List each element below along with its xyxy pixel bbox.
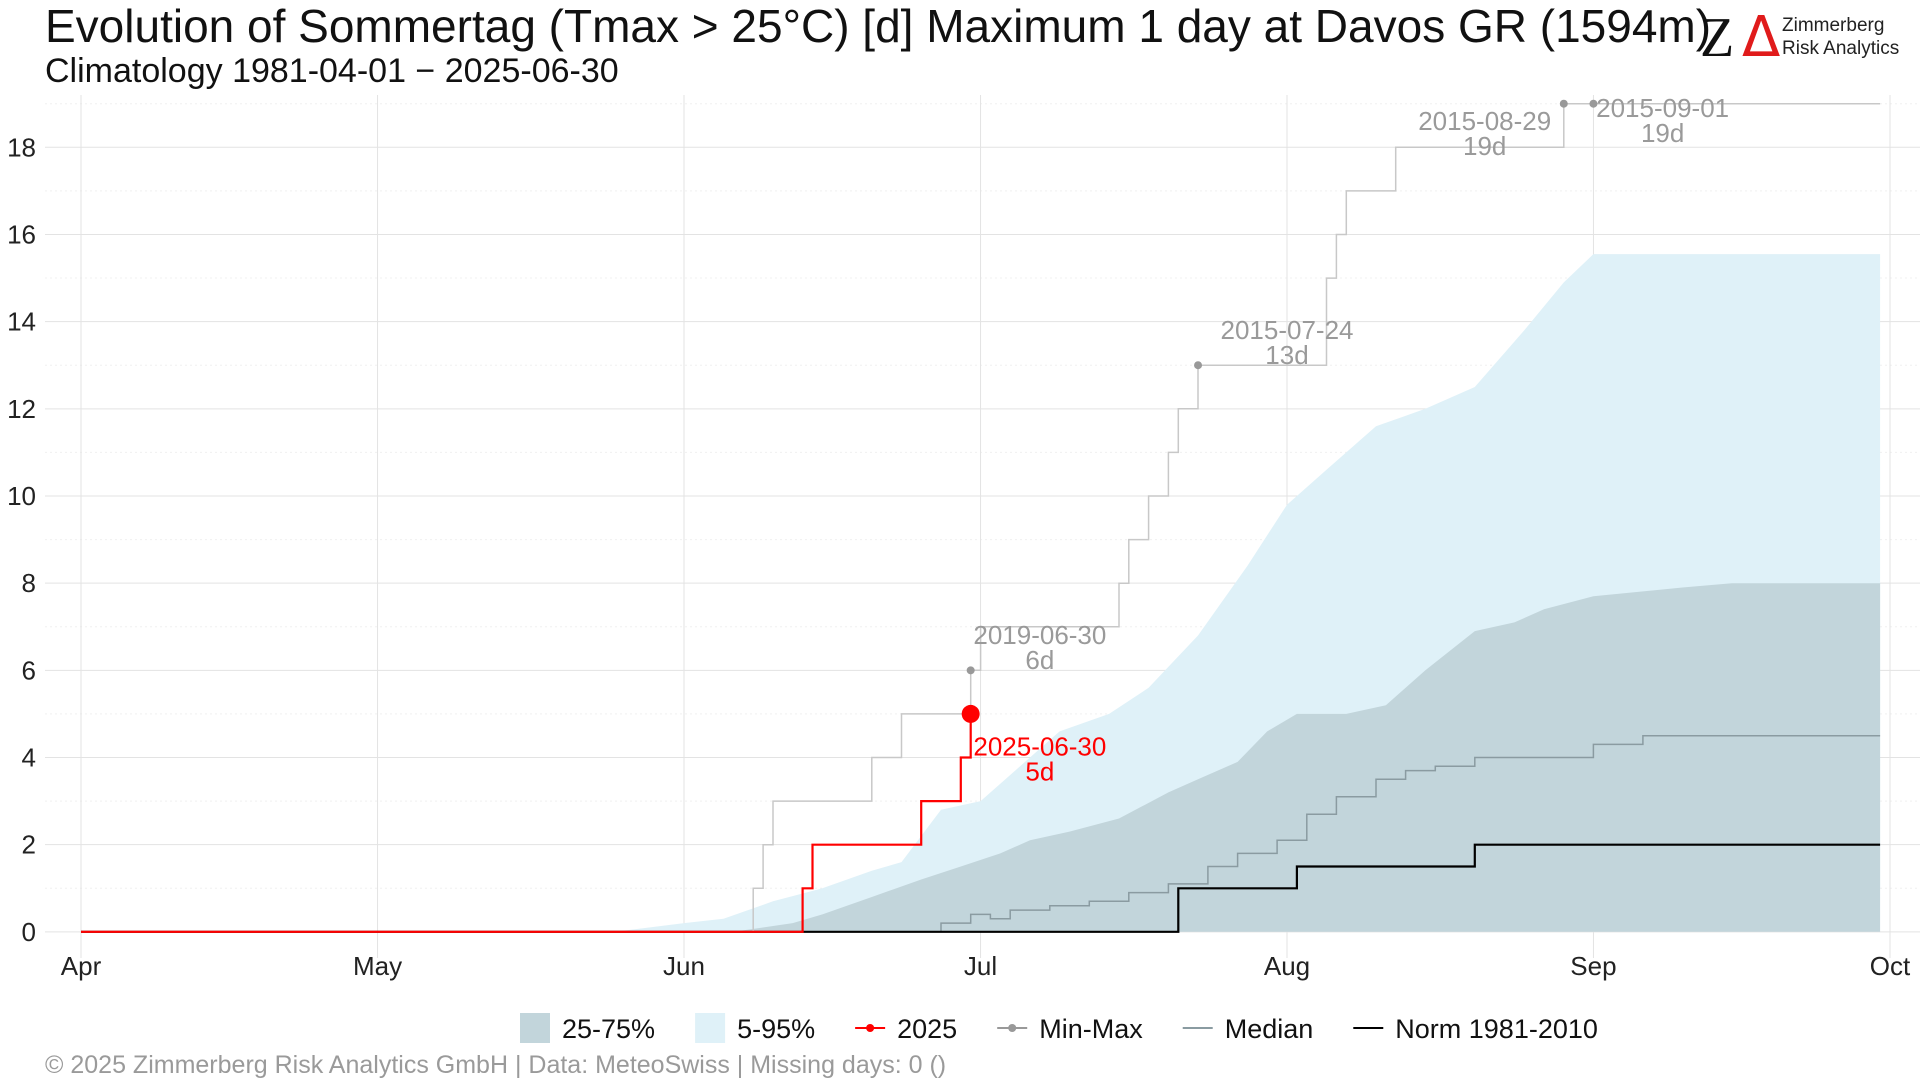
x-tick-label: Apr [61,951,102,981]
minmax-point [1194,361,1203,370]
y-tick-label: 10 [7,481,36,511]
band_25_75-band [81,583,1881,932]
annotation-date: 2015-08-29 [1418,106,1551,136]
y-tick-label: 16 [7,219,36,249]
legend-item-band_5_95: 5-95% [695,1013,815,1044]
y-tick-label: 14 [7,307,36,337]
annotation-days: 13d [1265,340,1308,370]
current-line [81,713,972,933]
logo-z: Z [1700,7,1734,69]
footer-credit: © 2025 Zimmerberg Risk Analytics GmbH | … [45,1051,946,1079]
minmax-line [752,102,1881,932]
legend-swatch [695,1013,726,1043]
legend-label: 2025 [897,1014,957,1044]
legend-point [1008,1024,1017,1032]
chart-subtitle: Climatology 1981-04-01 − 2025-06-30 [45,52,619,90]
logo: Z Δ Zimmerberg Risk Analytics [1700,5,1899,70]
y-tick-label: 8 [22,568,36,598]
y-tick-label: 2 [22,830,36,860]
x-tick-label: Jul [964,951,997,981]
x-tick-label: Jun [663,951,705,981]
y-tick-label: 18 [7,132,36,162]
axis-labels: 0 2 4 6 8 10 12 14 16 18 Apr May Jun Jul Aug Sep Oct [7,132,1911,981]
legend-label: Norm 1981-2010 [1395,1014,1598,1044]
x-tick-label: Oct [1870,951,1911,981]
x-tick-label: Aug [1264,951,1310,981]
chart-title: Evolution of Sommertag (Tmax > 25°C) [d]… [45,0,1711,52]
norm-line [81,843,1881,933]
minmax-point [1589,99,1598,108]
annotation-date: 2015-07-24 [1221,315,1354,345]
y-tick-label: 6 [22,655,36,685]
current-point [961,704,980,723]
legend-item-norm: Norm 1981-2010 [1353,1014,1598,1044]
annotation-days: 19d [1463,131,1506,161]
y-tick-label: 4 [22,743,36,773]
legend-item-median: Median [1182,1014,1314,1044]
minmax-point [1559,99,1568,108]
legend-label: 5-95% [737,1014,815,1044]
x-tick-label: May [353,951,402,981]
median-line [81,734,1881,933]
x-tick-label: Sep [1570,951,1616,981]
minmax-point [966,666,975,675]
logo-line-1: Zimmerberg [1782,15,1884,36]
annotation-date: 2015-09-01 [1596,93,1729,123]
legend-swatch [520,1013,550,1043]
legend-item-band_25_75: 25-75% [520,1013,655,1044]
annotation-days: 6d [1025,645,1054,675]
legend-item-current: 2025 [855,1014,957,1044]
y-tick-label: 12 [7,394,36,424]
annotation-days: 19d [1641,118,1684,148]
legend-label: Median [1225,1014,1314,1044]
logo-delta-icon: Δ [1742,5,1780,70]
marker-layer [961,99,1598,723]
y-tick-label: 0 [22,917,36,947]
legend-item-minmax: Min-Max [997,1014,1143,1044]
legend-label: 25-75% [562,1014,655,1044]
annotation-date: 2019-06-30 [973,620,1106,650]
legend: 25-75% 5-95% 2025 Min-Max Median Norm 1981-20… [520,1013,1598,1044]
annotation-date: 2025-06-30 [973,731,1106,761]
legend-point [866,1024,875,1032]
series-layer [81,102,1881,933]
annotation-days: 5d [1025,756,1054,786]
logo-line-2: Risk Analytics [1782,38,1899,59]
legend-label: Min-Max [1039,1014,1143,1044]
annotation-layer: 2019-06-306d2015-07-2413d2015-08-2919d20… [973,93,1729,787]
